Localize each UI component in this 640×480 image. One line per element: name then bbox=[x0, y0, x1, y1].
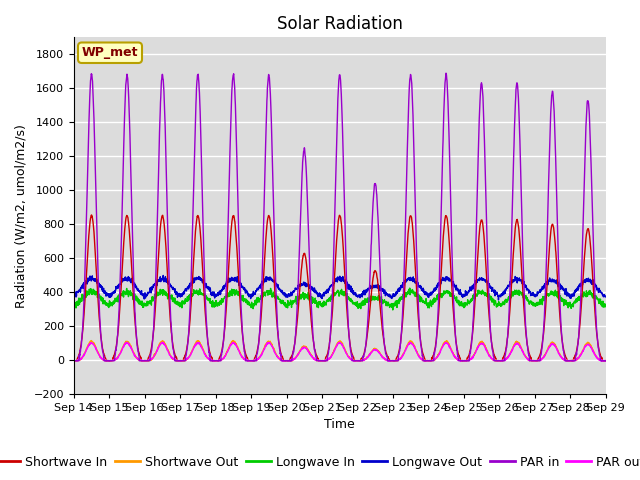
Text: WP_met: WP_met bbox=[82, 46, 138, 59]
Legend: Shortwave In, Shortwave Out, Longwave In, Longwave Out, PAR in, PAR out: Shortwave In, Shortwave Out, Longwave In… bbox=[0, 451, 640, 474]
Title: Solar Radiation: Solar Radiation bbox=[276, 15, 403, 33]
X-axis label: Time: Time bbox=[324, 419, 355, 432]
Y-axis label: Radiation (W/m2, umol/m2/s): Radiation (W/m2, umol/m2/s) bbox=[15, 124, 28, 308]
